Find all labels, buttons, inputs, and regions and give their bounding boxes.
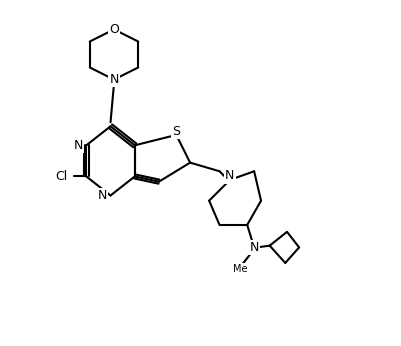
Text: N: N <box>98 189 107 202</box>
Text: N: N <box>73 139 83 152</box>
Text: Cl: Cl <box>55 170 67 183</box>
Text: N: N <box>249 241 259 254</box>
Text: S: S <box>172 125 180 138</box>
Text: N: N <box>225 169 235 182</box>
Text: O: O <box>109 23 119 36</box>
Text: Me: Me <box>233 264 247 274</box>
Text: N: N <box>109 73 119 86</box>
